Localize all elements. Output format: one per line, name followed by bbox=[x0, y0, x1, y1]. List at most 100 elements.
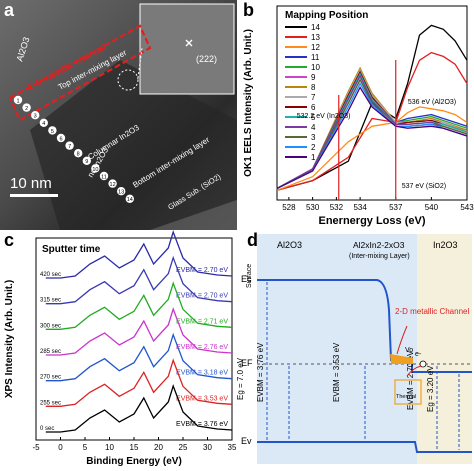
series-line bbox=[276, 70, 468, 189]
x-tick-label: 30 bbox=[203, 443, 212, 452]
x-tick-label: 537 bbox=[389, 203, 403, 212]
mapping-point-label: 9 bbox=[85, 159, 88, 165]
bg-al2o3 bbox=[257, 234, 357, 464]
vbm-label: EVBM = 3.18 eV bbox=[176, 370, 228, 377]
mapping-point bbox=[99, 171, 109, 181]
mapping-point bbox=[108, 179, 117, 188]
inset-circle bbox=[117, 69, 139, 91]
xps-series bbox=[45, 281, 233, 330]
vbm-mid: EVBM = 3.53 eV bbox=[332, 342, 341, 402]
level-ef: EF bbox=[241, 358, 253, 368]
panel-c: c -5 0 5 10 15 20 25 30 35 Binding Energy (eV) XPS… bbox=[4, 230, 237, 467]
eg-right: Eg = 3.20 eV bbox=[426, 365, 435, 412]
vbm-label: EVBM = 3.53 eV bbox=[176, 395, 228, 402]
x-tick-label: 528 bbox=[282, 203, 296, 212]
panel-d: d Surface Al2O3 Al2xIn2-2xO3 (Inter-mixi… bbox=[237, 230, 472, 464]
plot-frame bbox=[276, 5, 468, 201]
sputter-time-label: 300 sec bbox=[40, 323, 61, 329]
channel-box bbox=[8, 24, 152, 122]
mapping-point bbox=[13, 95, 23, 105]
mapping-point-label: 11 bbox=[101, 174, 107, 180]
legend-entry: 11 bbox=[311, 53, 320, 62]
mapping-point-label: 3 bbox=[34, 114, 37, 120]
sputter-time-label: 420 sec bbox=[40, 272, 61, 278]
series-line bbox=[276, 24, 468, 191]
x-tick-label: 20 bbox=[154, 443, 163, 452]
series-line bbox=[276, 72, 468, 189]
series-line bbox=[276, 74, 468, 189]
legend-entry: 12 bbox=[311, 43, 320, 52]
electron-icon bbox=[419, 360, 427, 368]
xps-plot: -5 0 5 10 15 20 25 30 35 Binding Energy (eV) XPS I… bbox=[4, 230, 237, 467]
y-axis-label: OK1 EELS Intensity (Arb. Unit.) bbox=[243, 29, 254, 177]
legend-entry: 7 bbox=[311, 93, 316, 102]
glass-band bbox=[150, 200, 237, 230]
legend-entry: 13 bbox=[311, 33, 320, 42]
legend-entry: 14 bbox=[311, 23, 320, 32]
vbm-label: EVBM = 2.70 eV bbox=[176, 267, 228, 274]
mapping-point-label: 8 bbox=[77, 152, 80, 158]
vbm-label: EVBM = 3.76 eV bbox=[176, 421, 228, 428]
series-line bbox=[276, 70, 468, 189]
mapping-point-label: 1 bbox=[16, 98, 19, 104]
legend-entry: 6 bbox=[311, 103, 316, 112]
legend-entry: 4 bbox=[311, 123, 316, 132]
x-axis-label: Enernergy Loss (eV) bbox=[319, 215, 426, 227]
mapping-point bbox=[31, 111, 40, 120]
inset-label: (222) bbox=[196, 54, 217, 64]
panel-d-label: d bbox=[247, 230, 258, 250]
inset-link bbox=[137, 47, 143, 79]
mapping-point-label: 13 bbox=[118, 190, 124, 196]
vbm-label: EVBM = 2.71 eV bbox=[176, 318, 228, 325]
mapping-point-label: 14 bbox=[127, 197, 133, 203]
mapping-point-label: 2 bbox=[25, 106, 28, 112]
mapping-point-label: 10 bbox=[92, 167, 98, 173]
x-tick-label: 532 bbox=[330, 203, 344, 212]
sputter-time-label: 315 sec bbox=[40, 298, 61, 304]
x-tick-label: 0 bbox=[58, 443, 63, 452]
inset-arrow-icon bbox=[185, 39, 193, 47]
xps-series bbox=[45, 230, 233, 279]
eg-left: Eg = 7.0 eV bbox=[237, 357, 245, 400]
sputter-time-label: 0 sec bbox=[40, 426, 54, 432]
channel-label: 2-D metallic Channel bbox=[395, 307, 469, 316]
channel-arrow bbox=[396, 325, 408, 355]
region-mix-caption: (Inter-mixing Layer) bbox=[349, 253, 410, 260]
mapping-point bbox=[74, 149, 83, 158]
mapping-point-label: 4 bbox=[42, 121, 45, 127]
mapping-point bbox=[65, 141, 74, 150]
mapping-point bbox=[117, 187, 126, 196]
transfer-arrow bbox=[406, 365, 422, 377]
vbm-label: EVBM = 2.76 eV bbox=[176, 344, 228, 351]
mapping-point-label: 12 bbox=[110, 182, 116, 188]
x-tick-label: 534 bbox=[353, 203, 367, 212]
x-axis-label: Binding Energy (eV) bbox=[86, 456, 182, 467]
panel-b-label: b bbox=[243, 0, 254, 20]
valence-band bbox=[257, 441, 472, 453]
x-tick-label: 15 bbox=[130, 443, 139, 452]
legend-entry: 8 bbox=[311, 83, 316, 92]
legend-entry: 2 bbox=[311, 143, 316, 152]
mapping-point bbox=[22, 103, 31, 112]
scalebar bbox=[10, 194, 58, 197]
bg-mix bbox=[357, 234, 417, 464]
series-line bbox=[276, 86, 468, 189]
mapping-point-label: 5 bbox=[51, 129, 54, 135]
mapping-point bbox=[39, 118, 48, 128]
surface-label: Surface bbox=[246, 264, 253, 288]
mapping-point-label: 6 bbox=[59, 136, 62, 142]
x-tick-label: -5 bbox=[32, 443, 40, 452]
columnar-band bbox=[30, 60, 237, 230]
region-in2o3: In2O3 bbox=[433, 240, 458, 250]
scalebar-label: 10 nm bbox=[10, 175, 52, 192]
legend-title: Mapping Position bbox=[285, 10, 368, 21]
panel-a: (222) a Al2O3 2-D metallic channel Top i… bbox=[0, 0, 237, 230]
xps-series bbox=[45, 255, 233, 305]
legend-entry: 5 bbox=[311, 113, 316, 122]
channel-fill bbox=[390, 354, 413, 364]
y-axis-label: XPS Intensity (Arb. Unit.) bbox=[4, 280, 15, 398]
region-mix: Al2xIn2-2xO3 bbox=[353, 240, 405, 250]
level-ec: Ec bbox=[241, 274, 252, 284]
xps-series bbox=[45, 306, 233, 356]
